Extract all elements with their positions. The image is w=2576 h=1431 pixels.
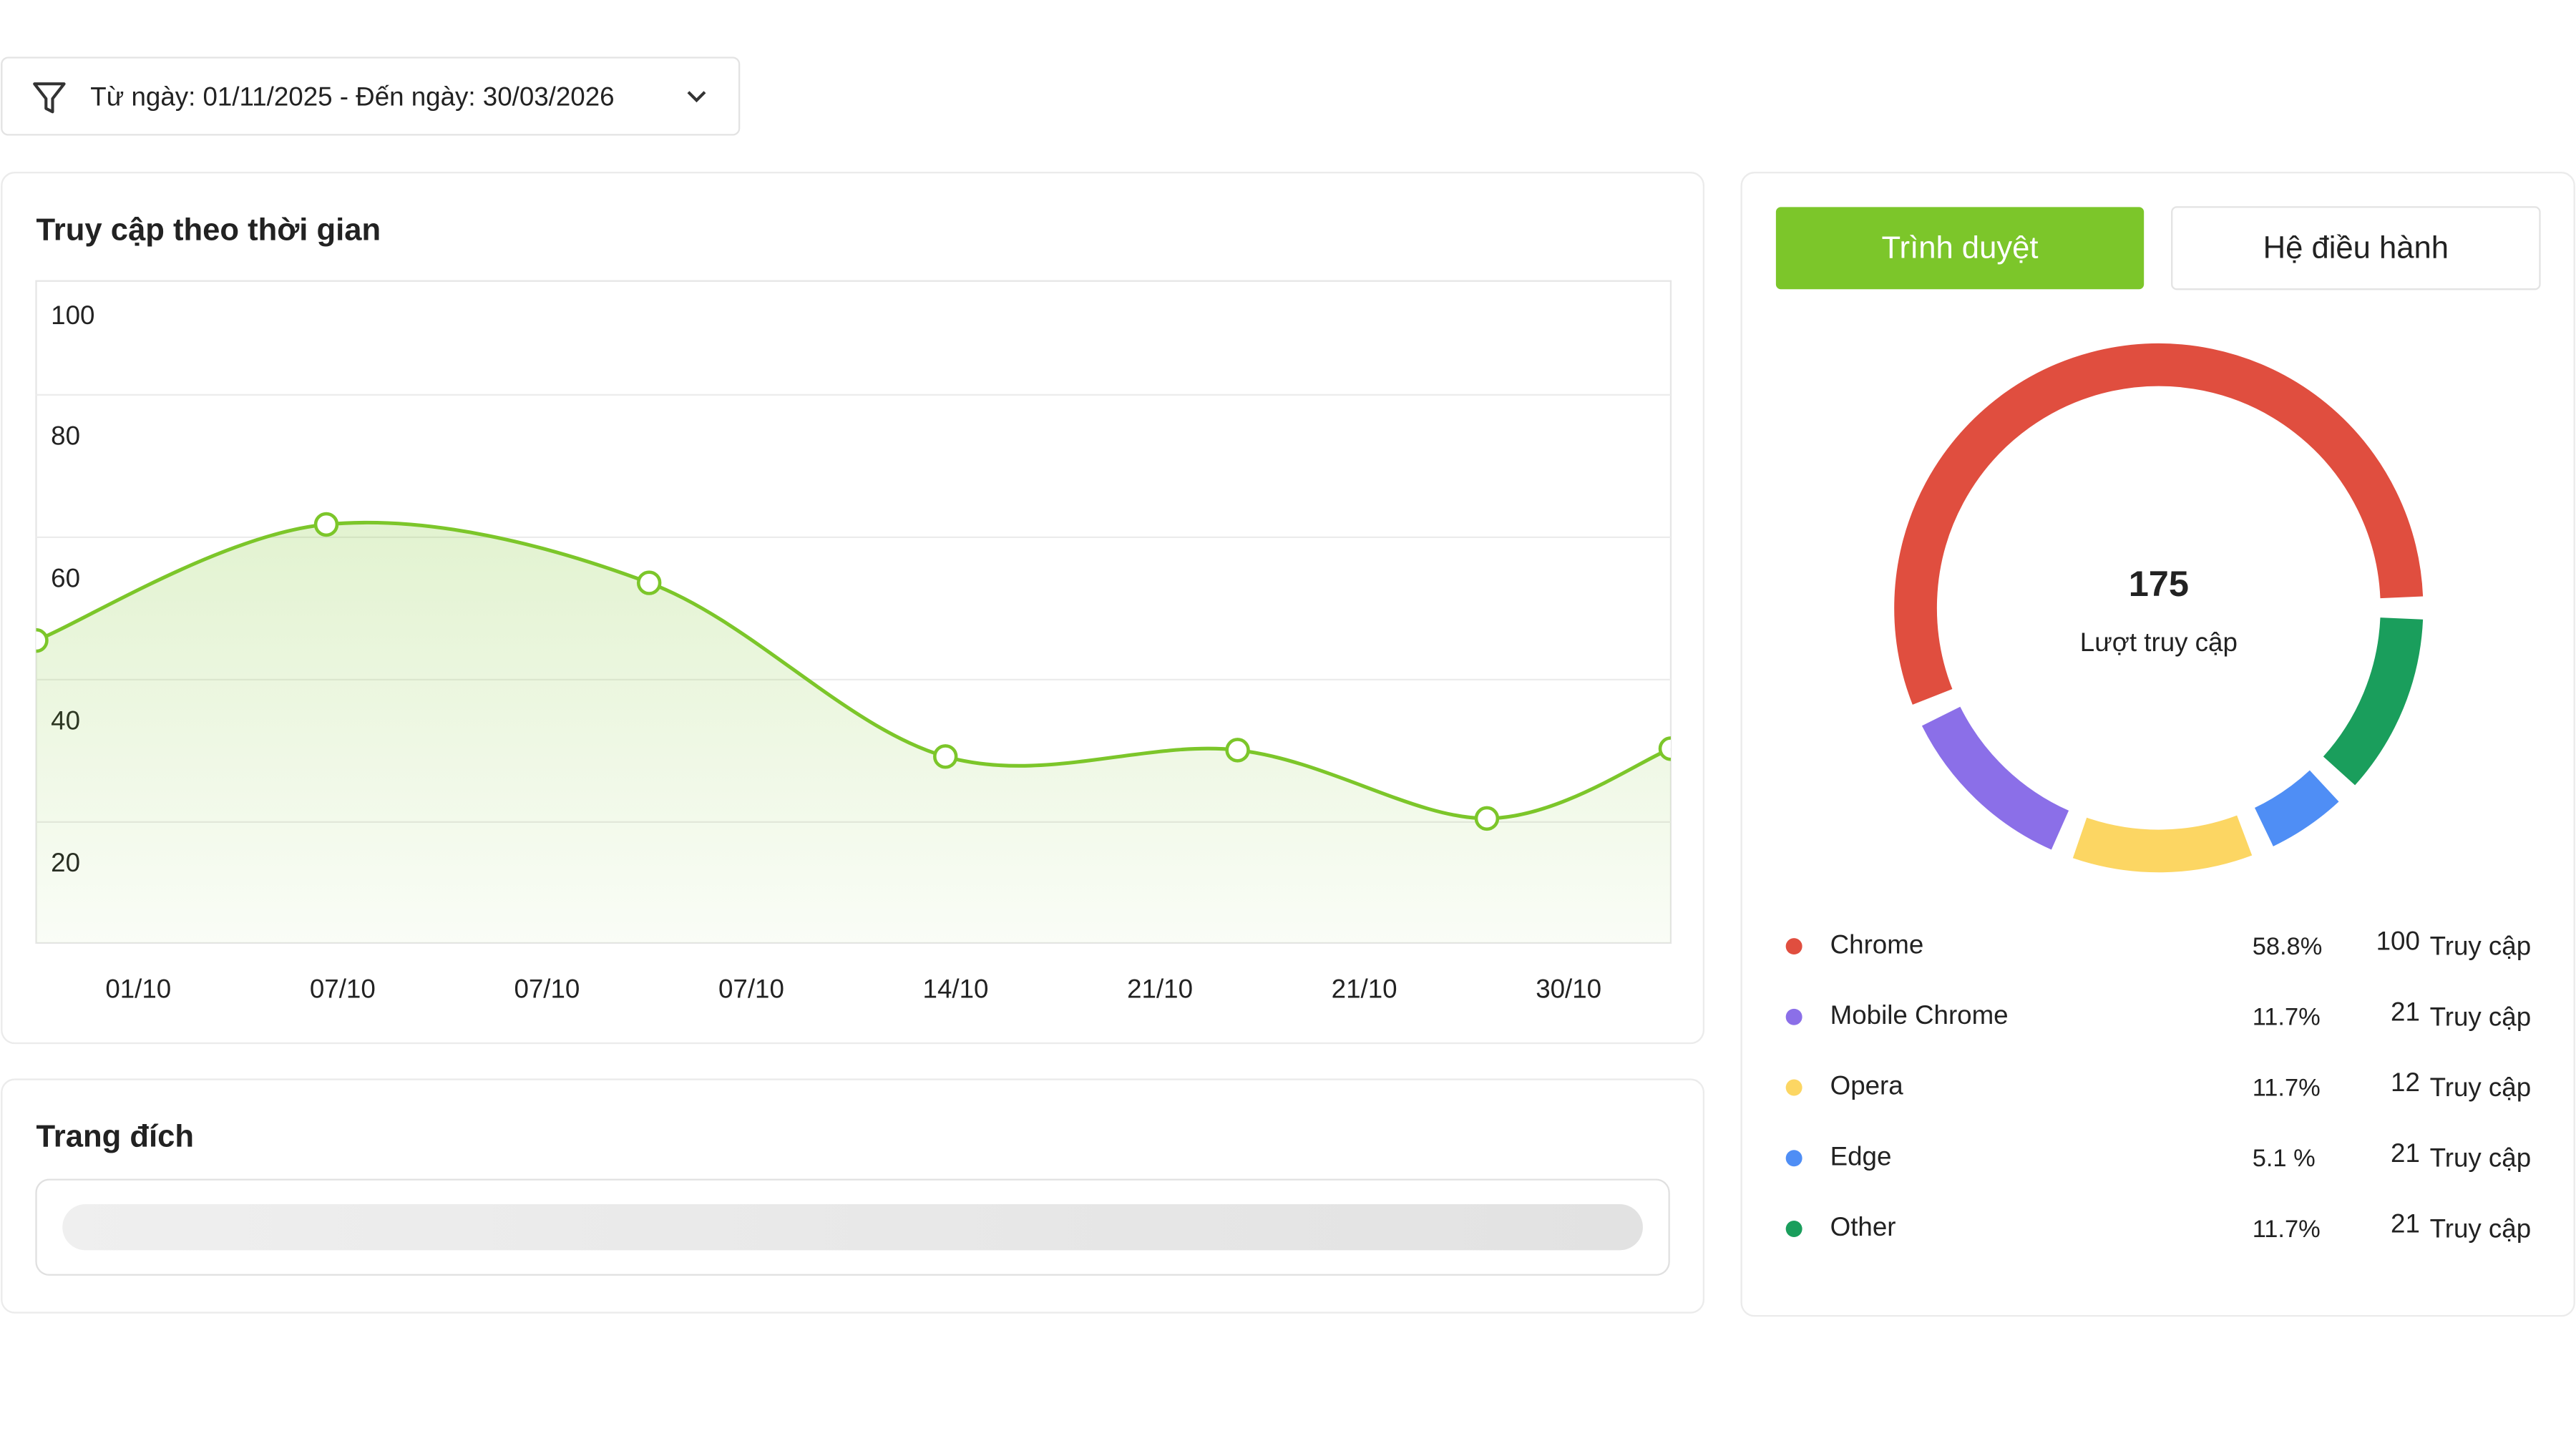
legend-percent: 11.7% (2253, 1004, 2321, 1031)
legend-unit: Truy cập (2430, 1073, 2531, 1102)
legend-label: Other (1830, 1212, 1896, 1241)
legend-dot (1785, 1079, 1802, 1096)
donut-segment (1921, 706, 2069, 850)
line-chart: 1008060402001/1007/1007/1007/1014/1021/1… (36, 301, 1671, 1003)
line-point (933, 744, 958, 769)
y-tick-label: 80 (51, 421, 80, 450)
legend-unit: Truy cập (2430, 1143, 2531, 1173)
y-tick-label: 60 (51, 563, 80, 592)
legend-count: 21 (2391, 1209, 2420, 1239)
legend-unit: Truy cập (2430, 1002, 2531, 1031)
legend-unit: Truy cập (2430, 932, 2531, 961)
date-filter[interactable]: Từ ngày: 01/11/2025 - Đến ngày: 30/03/20… (1, 57, 741, 136)
tab-label[interactable]: Trình duyệt (1882, 231, 2039, 265)
x-tick-label: 01/10 (105, 974, 171, 1003)
line-area (36, 522, 1671, 943)
donut-segment (2254, 770, 2339, 846)
line-point (636, 570, 662, 595)
legend-dot (1785, 938, 1802, 955)
tab[interactable] (2171, 206, 2541, 290)
x-tick-label: 30/10 (1536, 974, 1601, 1003)
legend-label: Mobile Chrome (1830, 1000, 2009, 1030)
card-title: Truy cập theo thời gian (36, 213, 381, 247)
legend-label: Opera (1830, 1071, 1904, 1100)
card-title: Trang đích (36, 1120, 194, 1154)
filter-label[interactable]: Từ ngày: 01/11/2025 - Đến ngày: 30/03/20… (90, 82, 614, 112)
legend-percent: 58.8% (2253, 933, 2323, 960)
x-tick-label: 07/10 (310, 974, 376, 1003)
line-point (1474, 806, 1500, 831)
legend-count: 12 (2391, 1068, 2420, 1097)
chevron[interactable] (687, 91, 706, 103)
legend-percent: 11.7% (2253, 1216, 2321, 1243)
legend-dot (1785, 1008, 1802, 1025)
line-point (1658, 736, 1671, 761)
x-tick-label: 21/10 (1332, 974, 1397, 1003)
legend-dot (1785, 1220, 1802, 1237)
filter-icon (33, 82, 66, 114)
line-point (1225, 738, 1250, 763)
line-point (36, 627, 49, 653)
x-tick-label: 21/10 (1127, 974, 1193, 1003)
donut-total-label: Lượt truy cập (2080, 627, 2238, 657)
donut-total: 175 (2129, 563, 2189, 604)
legend-unit: Truy cập (2430, 1213, 2531, 1243)
donut-segment (1894, 343, 2424, 705)
legend-label: Chrome (1830, 929, 1924, 959)
donut-segment (2072, 815, 2253, 873)
donut-segment (2323, 617, 2424, 786)
tab-label[interactable]: Hệ điều hành (2263, 231, 2449, 265)
legend-count: 21 (2391, 997, 2420, 1026)
tab-active[interactable] (1775, 207, 2145, 290)
y-tick-label: 100 (51, 301, 94, 330)
legend-percent: 11.7% (2253, 1074, 2321, 1101)
legend-percent: 5.1 % (2253, 1145, 2316, 1172)
skeleton-bar (62, 1204, 1643, 1251)
x-tick-label: 07/10 (718, 974, 784, 1003)
x-tick-label: 14/10 (923, 974, 989, 1003)
line-point (313, 512, 339, 537)
legend-count: 21 (2391, 1138, 2420, 1168)
filter-box[interactable] (1, 57, 741, 136)
legend-count: 100 (2376, 927, 2420, 956)
legend-label: Edge (1830, 1141, 1892, 1171)
donut-chart: Chrome 58.8% 100 Truy cập Mobile Chrome 11.7%… (1785, 343, 2531, 1243)
x-tick-label: 07/10 (514, 974, 580, 1003)
legend-dot (1785, 1150, 1802, 1167)
